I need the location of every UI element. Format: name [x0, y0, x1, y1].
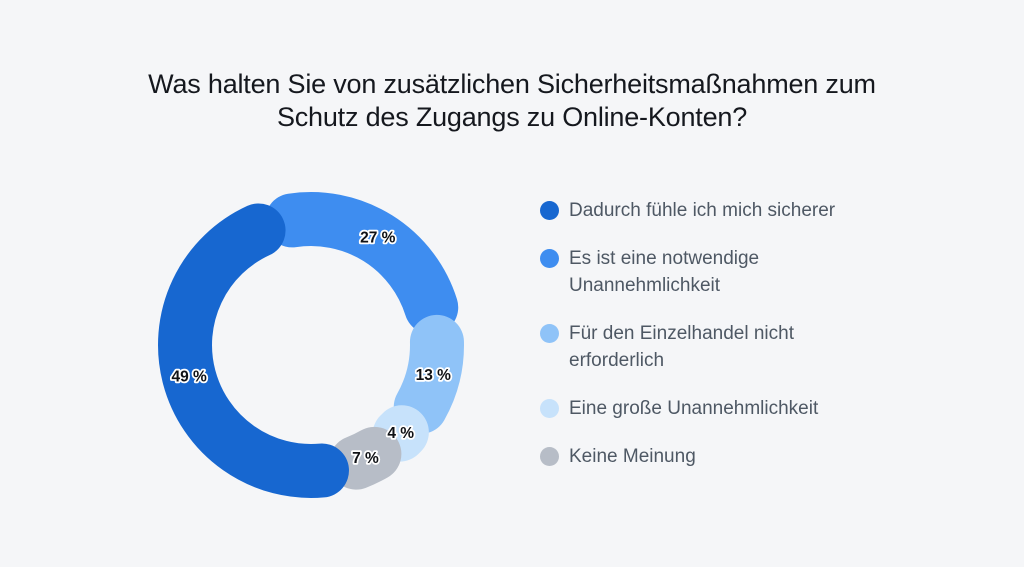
legend-item-label: Dadurch fühle ich mich sicherer — [569, 200, 836, 221]
legend-item-label: Für den Einzelhandel nicht erforderlich — [569, 323, 794, 371]
chart-title-line-2: Schutz des Zugangs zu Online-Konten? — [276, 102, 748, 132]
segment-value-label: 27 % — [360, 230, 396, 247]
segment-value-label: 7 % — [352, 450, 379, 467]
legend-color-dot — [540, 447, 559, 466]
legend-item-keine-meinung: Keine Meinung — [540, 443, 850, 470]
legend-item-einzelhandel: Für den Einzelhandel nicht erforderlich — [540, 320, 850, 374]
donut-segment-3 — [372, 405, 429, 462]
legend-color-dot — [540, 399, 559, 418]
chart-title-line-1: Was halten Sie von zusätzlichen Sicherhe… — [148, 69, 876, 99]
legend-item-sicherer: Dadurch fühle ich mich sicherer — [540, 197, 850, 224]
segment-value-label: 13 % — [416, 367, 452, 384]
chart-title: Was halten Sie von zusätzlichen Sicherhe… — [0, 68, 1024, 134]
legend-item-label: Eine große Unannehmlichkeit — [569, 398, 819, 419]
donut-segment-0 — [158, 203, 349, 498]
donut-segment-4 — [329, 426, 402, 490]
donut-chart: 27 % 13 % 4 % 7 % 49 % — [140, 170, 490, 535]
legend-color-dot — [540, 249, 559, 268]
donut-segment-2 — [393, 314, 464, 434]
legend-color-dot — [540, 324, 559, 343]
segment-value-label: 49 % — [172, 369, 208, 386]
donut-segment-1 — [265, 192, 459, 335]
chart-legend: Dadurch fühle ich mich sicherer Es ist e… — [540, 197, 850, 470]
donut-chart-svg: 27 % 13 % 4 % 7 % 49 % — [158, 192, 464, 498]
legend-color-dot — [540, 201, 559, 220]
legend-item-notwendige: Es ist eine notwendige Unannehmlichkeit — [540, 245, 850, 299]
legend-item-unannehmlichkeit: Eine große Unannehmlichkeit — [540, 395, 850, 422]
legend-item-label: Es ist eine notwendige Unannehmlichkeit — [569, 248, 760, 296]
segment-value-label: 4 % — [387, 425, 414, 442]
legend-item-label: Keine Meinung — [569, 446, 696, 467]
